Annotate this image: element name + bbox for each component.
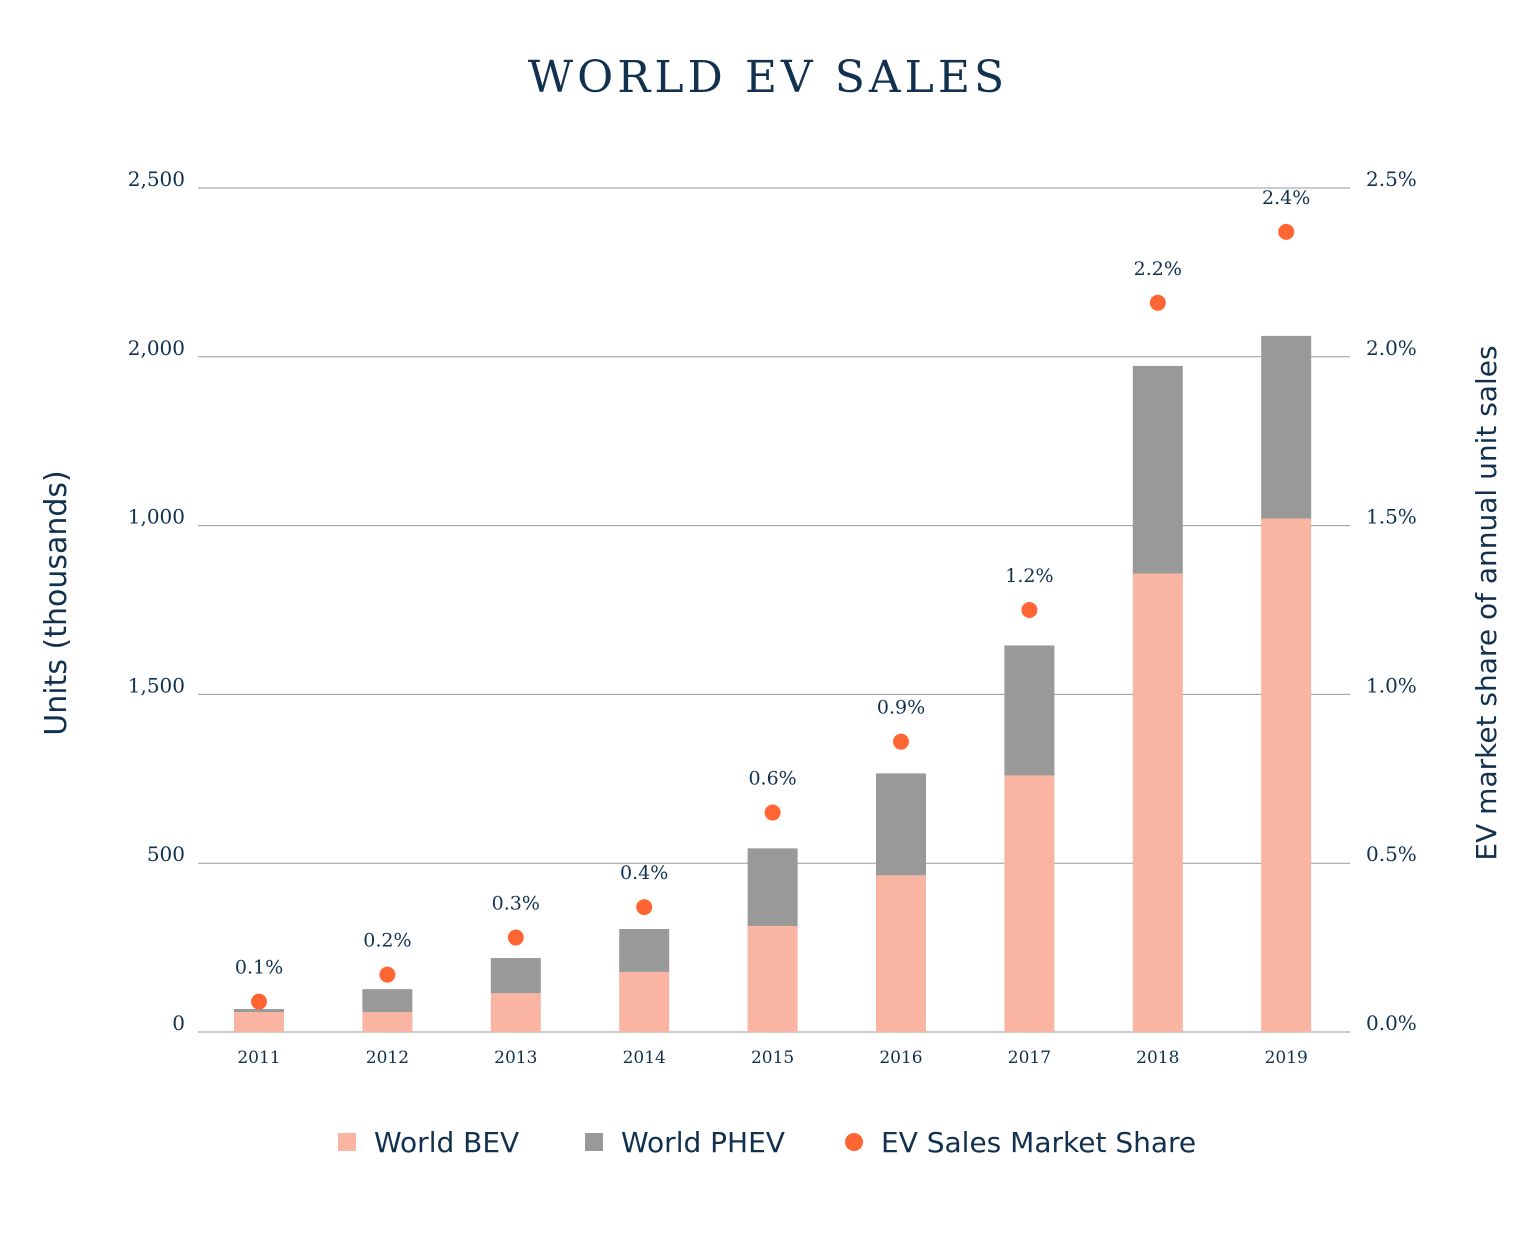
x-tick-label: 2011 — [237, 1048, 280, 1068]
y2-tick-label: 0.0% — [1366, 1011, 1417, 1035]
y2-tick-label: 1.0% — [1366, 673, 1417, 697]
bar-bev — [1004, 775, 1055, 1032]
bar-bev — [234, 1012, 284, 1032]
bar-phev — [234, 1009, 284, 1013]
y-tick-label: 2,500 — [128, 167, 185, 191]
bar-bev — [747, 925, 798, 1032]
data-label: 0.3% — [492, 892, 540, 914]
data-label: 0.9% — [877, 697, 925, 719]
bar-phev — [1132, 365, 1183, 574]
y2-tick-label: 2.0% — [1366, 336, 1417, 360]
market-share-point — [379, 966, 396, 983]
market-share-point — [251, 993, 267, 1010]
market-share-point — [893, 733, 909, 750]
legend-swatch — [585, 1133, 603, 1151]
data-label: 0.4% — [620, 862, 668, 884]
legend: World BEV World PHEV EV Sales Market Share — [338, 1126, 1196, 1159]
legend-label: World BEV — [374, 1126, 519, 1159]
bar-phev — [1004, 645, 1055, 776]
data-label: 0.1% — [235, 957, 283, 979]
market-share-point — [764, 804, 781, 821]
x-tick-label: 2019 — [1265, 1048, 1308, 1068]
bar-bev — [1132, 573, 1183, 1032]
x-tick-label: 2012 — [366, 1048, 409, 1068]
y-tick-label: 2,000 — [128, 336, 185, 360]
x-tick-label: 2016 — [879, 1048, 922, 1068]
y-tick-label: 500 — [147, 842, 185, 866]
legend-label: World PHEV — [621, 1126, 785, 1159]
y-tick-label: 0 — [172, 1011, 185, 1035]
bar-bev — [490, 993, 541, 1032]
bar-phev — [1261, 335, 1312, 519]
market-share-point — [507, 929, 524, 946]
data-label: 0.6% — [748, 768, 796, 790]
legend-label: EV Sales Market Share — [881, 1126, 1196, 1159]
bar-phev — [362, 989, 413, 1013]
y2-tick-label: 0.5% — [1366, 842, 1417, 866]
y-tick-label: 1,000 — [128, 505, 185, 529]
x-tick-label: 2015 — [751, 1048, 794, 1068]
y2-tick-label: 2.5% — [1366, 167, 1417, 191]
data-label: 2.2% — [1134, 258, 1182, 280]
market-share-point — [1278, 223, 1295, 240]
bar-phev — [747, 848, 798, 926]
bar-phev — [619, 929, 670, 972]
bar-phev — [876, 773, 926, 876]
x-tick-label: 2017 — [1008, 1048, 1051, 1068]
x-tick-label: 2018 — [1136, 1048, 1179, 1068]
data-label: 0.2% — [363, 930, 411, 952]
bar-bev — [1261, 518, 1312, 1032]
legend-swatch — [845, 1133, 863, 1151]
market-share-point — [1149, 294, 1166, 311]
x-tick-label: 2013 — [494, 1048, 537, 1068]
bar-bev — [362, 1012, 413, 1032]
y2-axis-label: EV market share of annual unit sales — [1470, 345, 1503, 860]
x-tick-label: 2014 — [623, 1048, 666, 1068]
chart-title: WORLD EV SALES — [528, 52, 1008, 103]
bar-bev — [876, 875, 926, 1032]
y2-tick-label: 1.5% — [1366, 505, 1417, 529]
data-label: 1.2% — [1005, 565, 1053, 587]
data-label: 2.4% — [1262, 187, 1310, 209]
market-share-point — [636, 899, 653, 916]
market-share-point — [1021, 602, 1038, 618]
legend-swatch — [338, 1133, 356, 1151]
y-tick-label: 1,500 — [128, 673, 185, 697]
bar-bev — [619, 971, 670, 1032]
bar-phev — [490, 958, 541, 994]
y-axis-label: Units (thousands) — [39, 470, 74, 736]
